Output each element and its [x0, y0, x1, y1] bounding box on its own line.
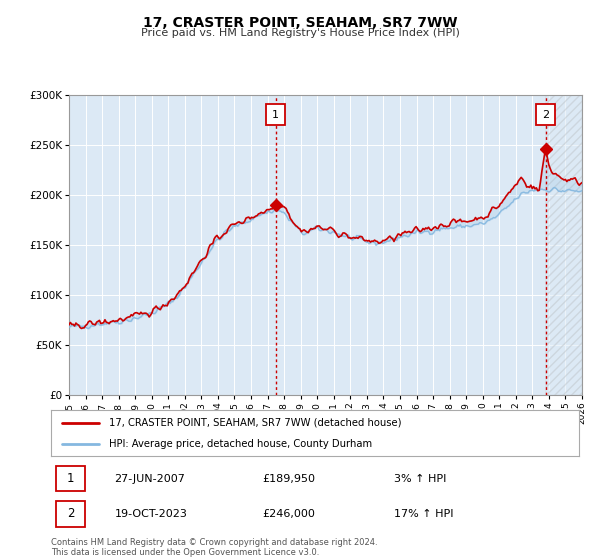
Text: 1: 1 — [272, 110, 279, 120]
Text: 2: 2 — [542, 110, 549, 120]
Text: 27-JUN-2007: 27-JUN-2007 — [115, 474, 185, 483]
FancyBboxPatch shape — [56, 466, 85, 491]
Text: 3% ↑ HPI: 3% ↑ HPI — [394, 474, 446, 483]
FancyBboxPatch shape — [266, 104, 286, 125]
Text: This data is licensed under the Open Government Licence v3.0.: This data is licensed under the Open Gov… — [51, 548, 319, 557]
FancyBboxPatch shape — [56, 501, 85, 526]
Text: 17, CRASTER POINT, SEAHAM, SR7 7WW: 17, CRASTER POINT, SEAHAM, SR7 7WW — [143, 16, 457, 30]
Text: £189,950: £189,950 — [262, 474, 315, 483]
Text: 19-OCT-2023: 19-OCT-2023 — [115, 509, 187, 519]
FancyBboxPatch shape — [536, 104, 556, 125]
Bar — [545, 95, 582, 395]
Text: 17% ↑ HPI: 17% ↑ HPI — [394, 509, 454, 519]
Text: Price paid vs. HM Land Registry's House Price Index (HPI): Price paid vs. HM Land Registry's House … — [140, 28, 460, 38]
Text: 2: 2 — [67, 507, 74, 520]
Text: 17, CRASTER POINT, SEAHAM, SR7 7WW (detached house): 17, CRASTER POINT, SEAHAM, SR7 7WW (deta… — [109, 418, 401, 428]
Text: HPI: Average price, detached house, County Durham: HPI: Average price, detached house, Coun… — [109, 439, 372, 449]
Text: £246,000: £246,000 — [262, 509, 315, 519]
Text: 1: 1 — [67, 472, 74, 485]
Text: Contains HM Land Registry data © Crown copyright and database right 2024.: Contains HM Land Registry data © Crown c… — [51, 538, 377, 547]
